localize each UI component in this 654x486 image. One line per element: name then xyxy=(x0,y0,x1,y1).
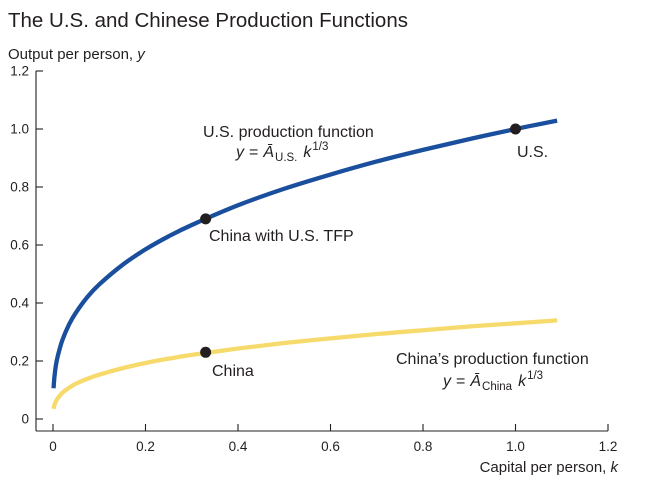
x-axis-label-variable: k xyxy=(611,459,620,476)
x-tick-label: 0.4 xyxy=(229,439,248,454)
china-point-marker xyxy=(200,346,212,358)
china-with-us-tfp-point-marker xyxy=(200,213,212,225)
china-production-function-line xyxy=(51,318,558,410)
us-production-function-label: U.S. production function xyxy=(203,124,374,141)
us-point-marker xyxy=(510,123,521,135)
us-point-label: U.S. xyxy=(517,144,548,161)
china-point-label: China xyxy=(212,363,254,380)
us-equation-capital-variable: k xyxy=(303,144,312,161)
y-tick-label: 0.2 xyxy=(10,354,29,369)
china-equation-tfp-coefficient: Ā xyxy=(469,372,481,390)
y-axis-label-text: Output per person, xyxy=(8,46,137,63)
us-production-function-equation: y = ĀU.S. k1/3 xyxy=(235,141,328,164)
us-equation-tfp-subscript: U.S. xyxy=(275,152,297,164)
x-tick-label: 0 xyxy=(49,439,57,454)
china-equation-equals-sign: = xyxy=(456,373,465,390)
china-equation-tfp-subscript: China xyxy=(482,381,513,393)
us-equation-exponent: 1/3 xyxy=(312,141,328,153)
x-tick-label: 1.0 xyxy=(506,439,525,454)
y-tick-label: 1.2 xyxy=(10,64,29,79)
chart-title: The U.S. and Chinese Production Function… xyxy=(8,9,408,32)
y-tick-label: 1.0 xyxy=(10,122,29,137)
axes: 0 0.2 0.4 0.6 0.8 1.0 1.2 0 0.2 0.4 0.6 0.8 1.0 1.2 xyxy=(10,64,617,454)
china-equation-capital-variable: k xyxy=(518,373,527,390)
us-equation-equals-sign: = xyxy=(249,144,258,161)
china-equation-output-variable: y xyxy=(442,373,452,390)
y-tick-label: 0 xyxy=(21,412,29,427)
us-production-function-line xyxy=(51,118,558,389)
us-equation-tfp-coefficient: Ā xyxy=(262,143,274,161)
china-production-function-label: China’s production function xyxy=(396,351,589,368)
y-axis-label-variable: y xyxy=(136,46,146,63)
us-equation-output-variable: y xyxy=(235,144,245,161)
x-tick-label: 0.6 xyxy=(321,439,340,454)
china-equation-exponent: 1/3 xyxy=(527,370,543,382)
x-axis-label: Capital per person, k xyxy=(480,459,620,476)
y-tick-label: 0.4 xyxy=(10,296,29,311)
china-production-function-equation: y = ĀChina k1/3 xyxy=(442,370,543,393)
x-tick-label: 0.2 xyxy=(136,439,155,454)
y-axis-label: Output per person, y xyxy=(8,46,146,63)
y-tick-label: 0.8 xyxy=(10,180,29,195)
china-with-us-tfp-point-label: China with U.S. TFP xyxy=(209,228,354,245)
x-tick-label: 0.8 xyxy=(414,439,433,454)
y-tick-label: 0.6 xyxy=(10,238,29,253)
x-axis-label-text: Capital per person, xyxy=(480,459,611,476)
x-tick-label: 1.2 xyxy=(599,439,618,454)
